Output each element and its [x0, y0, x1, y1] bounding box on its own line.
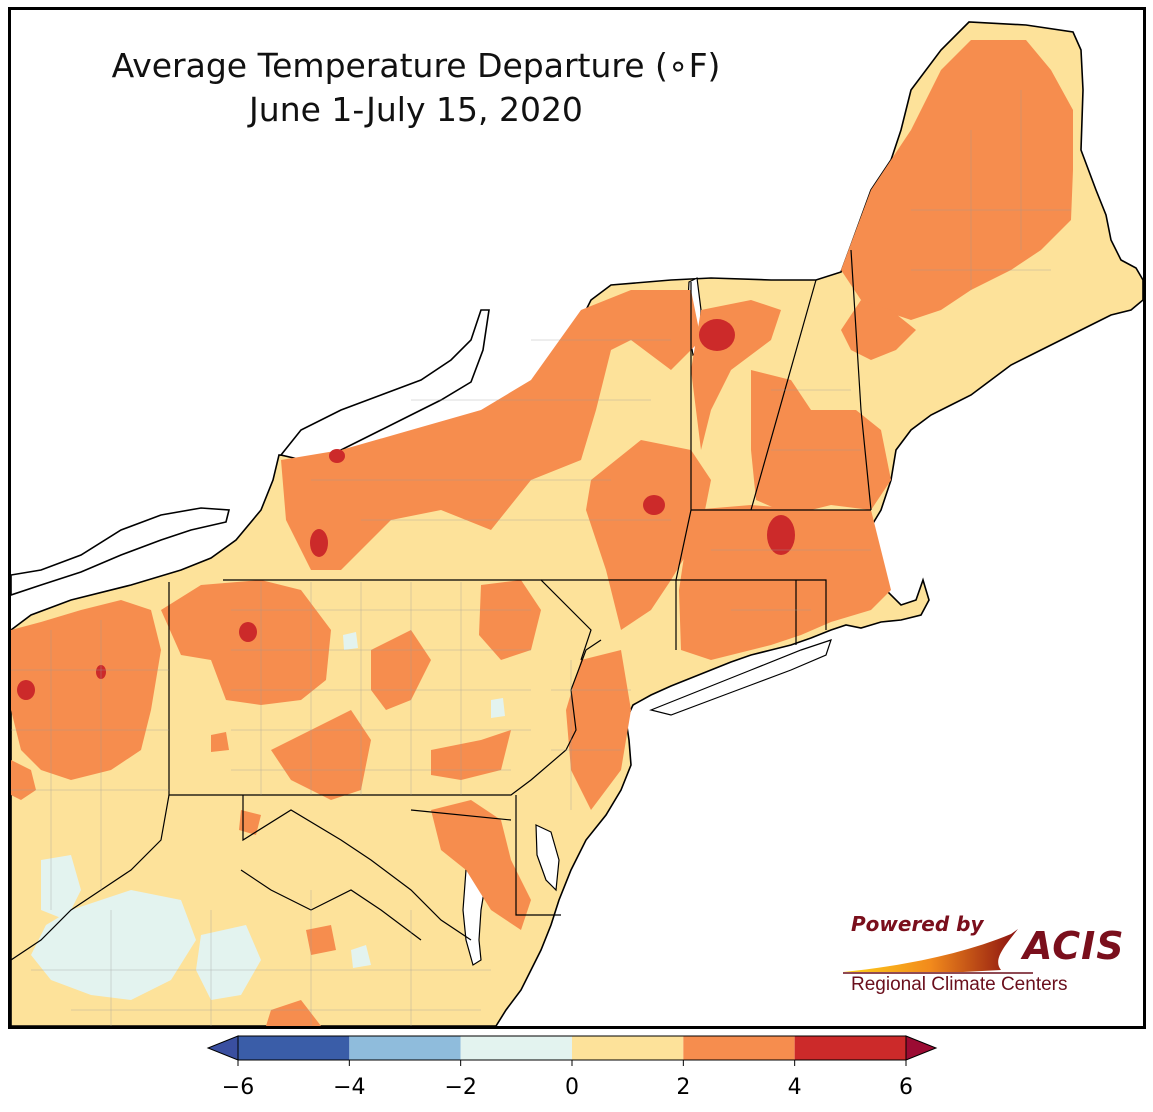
hot-zones — [17, 319, 795, 700]
colorbar-bin — [460, 1036, 572, 1060]
colorbar-tick-label: −6 — [222, 1075, 254, 1100]
colorbar-bin — [572, 1036, 684, 1060]
lake-ontario — [279, 309, 490, 463]
colorbar: −6 −4 −2 0 2 4 6 — [206, 1035, 938, 1100]
warm-zones — [11, 40, 1073, 1026]
colorbar-bin — [238, 1036, 350, 1060]
colorbar-tick-label: 4 — [788, 1075, 802, 1100]
colorbar-tick-label: −2 — [444, 1075, 476, 1100]
delaware-bay — [535, 824, 560, 892]
swoosh-icon — [843, 929, 1033, 974]
temperature-departure-map — [11, 10, 1143, 1026]
colorbar-bin — [349, 1036, 461, 1060]
logo-org: Regional Climate Centers — [851, 974, 1068, 995]
colorbar-bin — [683, 1036, 795, 1060]
colorbar-over-arrow — [905, 1035, 938, 1061]
county-lines — [11, 90, 1071, 1026]
logo-powered-by: Powered by — [851, 912, 984, 936]
long-island-sound — [649, 639, 832, 716]
map-subtitle: June 1-July 15, 2020 — [249, 90, 583, 129]
logo-brand: ACIS — [1023, 924, 1125, 968]
lake-erie — [11, 507, 231, 596]
state-boundaries — [11, 249, 872, 961]
map-title: Average Temperature Departure (∘F) — [111, 46, 721, 85]
map-frame: Average Temperature Departure (∘F) June … — [8, 7, 1146, 1029]
colorbar-tick-label: −4 — [333, 1075, 365, 1100]
colorbar-bin — [794, 1036, 906, 1060]
acis-logo: Powered by ACIS Regional Climate Centers — [839, 910, 1129, 1010]
colorbar-tick-label: 0 — [565, 1075, 579, 1100]
colorbar-under-arrow — [206, 1035, 239, 1061]
colorbar-tick-label: 2 — [676, 1075, 690, 1100]
colorbar-tick-label: 6 — [899, 1075, 913, 1100]
